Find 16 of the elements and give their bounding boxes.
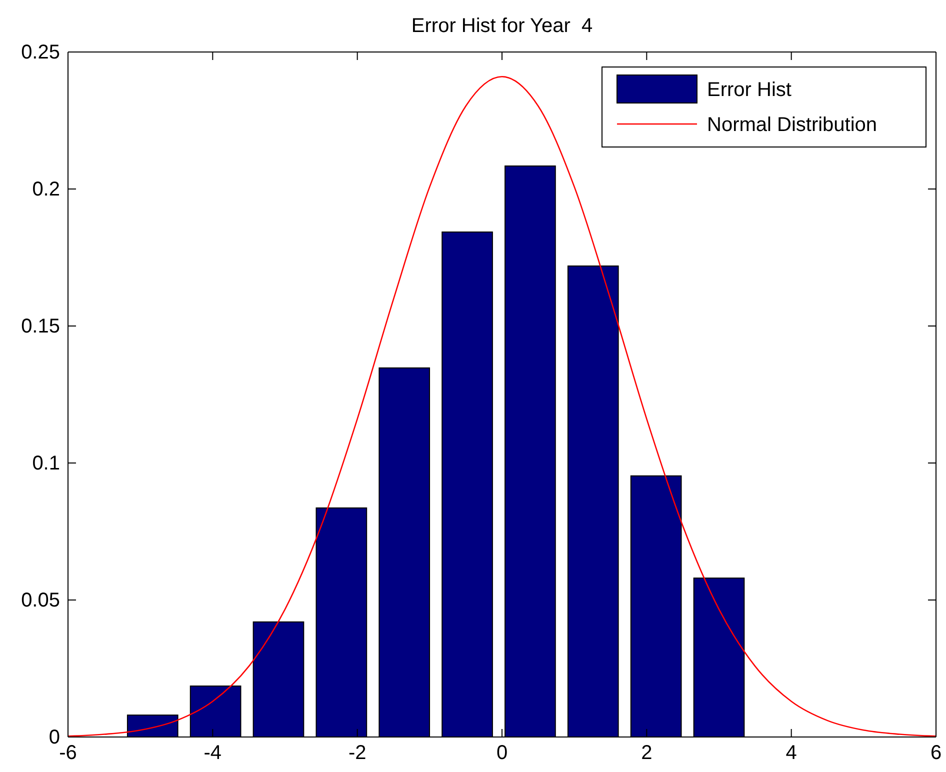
y-tick-label: 0 [48, 726, 60, 748]
x-tick-label: -2 [348, 742, 366, 764]
x-tick-label: 0 [496, 742, 508, 764]
x-tick-label: -6 [59, 742, 77, 764]
y-tick-label: 0.05 [21, 589, 60, 612]
y-tick-label: 0.1 [32, 452, 60, 474]
x-tick-label: 4 [786, 742, 797, 764]
legend-label: Error Hist [707, 79, 792, 101]
x-tick-label: -4 [204, 742, 222, 764]
y-tick-label: 0.25 [21, 41, 60, 64]
chart-title: Error Hist for Year 4 [411, 15, 593, 37]
x-tick-label: 2 [641, 742, 652, 764]
y-tick-label: 0.15 [21, 315, 60, 338]
x-tick-label: 6 [930, 742, 942, 764]
legend-label: Normal Distribution [707, 114, 878, 136]
y-tick-label: 0.2 [32, 178, 60, 200]
